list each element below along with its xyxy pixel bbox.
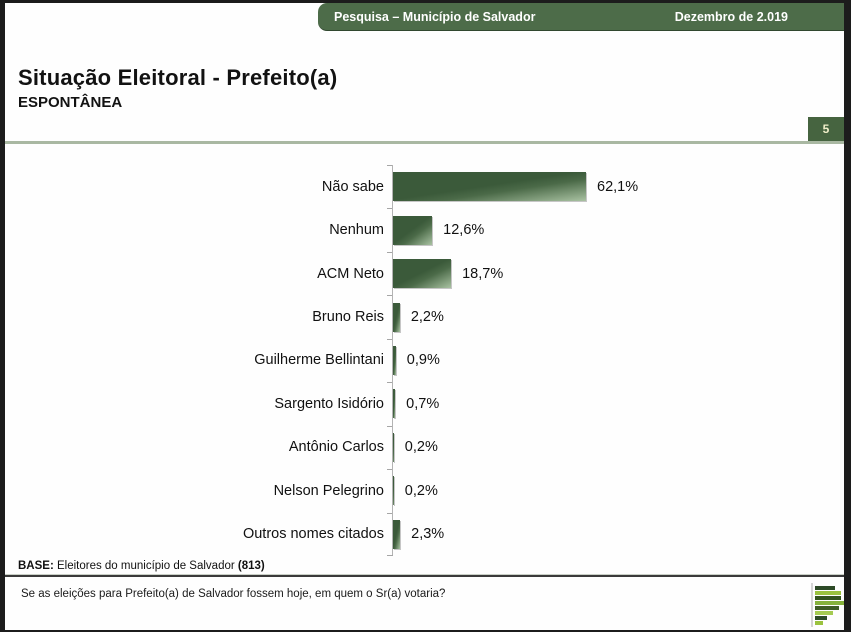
logo-p-icon [807, 583, 844, 628]
chart-row: Não sabe 62,1% [5, 165, 685, 209]
chart-row: Bruno Reis 2,2% [5, 295, 685, 339]
bar-value-label: 2,3% [411, 526, 445, 543]
category-label: ACM Neto [317, 265, 384, 282]
bar-track: 0,2% [392, 469, 685, 513]
bar [393, 259, 452, 289]
bar-chart: Não sabe 62,1% Nenhum 12,6% ACM Neto 18,7% Bru… [5, 165, 685, 556]
category-label: Bruno Reis [312, 309, 384, 326]
bar [393, 215, 433, 245]
page-number: 5 [822, 122, 830, 136]
page-number-badge: 5 [808, 117, 844, 141]
chart-row: Nenhum 12,6% [5, 208, 685, 252]
bar-value-label: 0,2% [404, 439, 438, 456]
base-note: BASE: Eleitores do município de Salvador… [18, 560, 265, 572]
bar-track: 12,6% [392, 208, 685, 252]
page-title: Situação Eleitoral - Prefeito(a) [18, 65, 338, 90]
title-divider [5, 141, 844, 144]
category-label: Guilherme Bellintani [254, 352, 384, 369]
bar-value-label: 0,9% [406, 352, 440, 369]
bar [393, 432, 394, 462]
bar-value-label: 12,6% [443, 222, 485, 239]
chart-row: Outros nomes citados 2,3% [5, 512, 685, 556]
bar-track: 2,2% [392, 295, 685, 339]
bar-track: 62,1% [392, 165, 685, 209]
slide-page: Pesquisa – Município de Salvador Dezembr… [5, 3, 844, 630]
bar [393, 389, 396, 419]
category-label: Nelson Pelegrino [273, 482, 384, 499]
base-text: Eleitores do município de Salvador [53, 560, 238, 572]
category-label: Não sabe [321, 178, 384, 195]
bar-track: 18,7% [392, 251, 685, 296]
bar [393, 345, 396, 375]
bar-track: 0,9% [392, 338, 685, 383]
bar [393, 519, 401, 549]
chart-row: Nelson Pelegrino 0,2% [5, 469, 685, 513]
page-subtitle: ESPONTÂNEA [18, 94, 123, 111]
bar [393, 172, 586, 202]
category-label: Outros nomes citados [242, 526, 384, 543]
chart-row: Sargento Isidório 0,7% [5, 382, 685, 426]
base-label: BASE: [18, 560, 54, 572]
header-survey-title: Pesquisa – Município de Salvador [334, 9, 536, 24]
bar [393, 476, 394, 506]
bar-track: 2,3% [392, 512, 685, 556]
base-count: (813) [237, 560, 265, 572]
bar-value-label: 18,7% [462, 265, 504, 282]
header-date: Dezembro de 2.019 [674, 9, 788, 24]
header-bar: Pesquisa – Município de Salvador Dezembr… [318, 3, 844, 31]
category-label: Sargento Isidório [274, 395, 384, 412]
bar-value-label: 2,2% [410, 309, 444, 326]
category-label: Nenhum [329, 222, 384, 239]
logo-spine [811, 583, 813, 627]
category-label: Antônio Carlos [288, 439, 384, 456]
question-text: Se as eleições para Prefeito(a) de Salva… [21, 588, 446, 600]
bar-value-label: 0,2% [404, 482, 438, 499]
bar-value-label: 0,7% [406, 395, 440, 412]
bar-value-label: 62,1% [597, 178, 639, 195]
bar-track: 0,7% [392, 382, 685, 426]
chart-row: ACM Neto 18,7% [5, 251, 685, 296]
bar [393, 302, 400, 332]
footer-divider [5, 574, 844, 577]
chart-row: Antônio Carlos 0,2% [5, 425, 685, 470]
chart-row: Guilherme Bellintani 0,9% [5, 338, 685, 383]
bar-track: 0,2% [392, 425, 685, 470]
